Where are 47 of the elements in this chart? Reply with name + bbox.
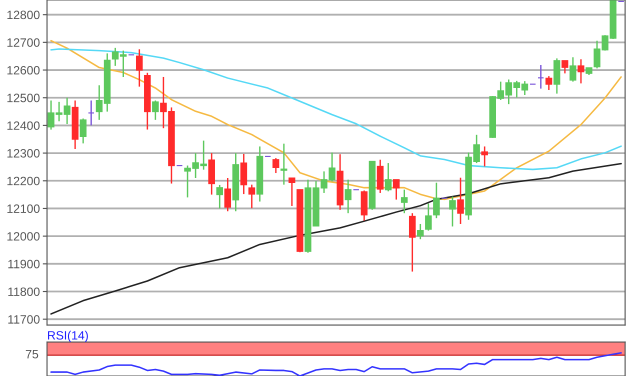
y-tick-label: 11900: [8, 260, 40, 268]
candlestick: [537, 64, 544, 90]
candlestick: [570, 56, 576, 82]
candlestick: [425, 202, 432, 232]
candlestick: [280, 142, 288, 186]
candlestick: [457, 177, 464, 225]
candlestick: [417, 223, 424, 240]
y-tick-label: 12600: [7, 66, 40, 75]
y-tick-label: 12200: [7, 176, 40, 186]
candlestick: [578, 58, 584, 84]
y-tick-label: 11800: [8, 287, 40, 296]
line-series: [50, 162, 622, 315]
candlestick: [449, 196, 456, 228]
y-tick-label: 11700: [8, 315, 40, 324]
candlestick: [88, 100, 95, 126]
candlestick: [392, 178, 400, 200]
candlestick: [554, 58, 560, 94]
y-tick-label: 12300: [7, 149, 40, 158]
y-tick-label: 12500: [7, 94, 40, 102]
candlestick: [481, 146, 488, 168]
y-tick-label: 12700: [7, 38, 40, 47]
candlestick: [562, 60, 568, 74]
candlestick: [216, 184, 224, 210]
band-label: 75: [26, 350, 38, 358]
candlestick: [288, 177, 296, 207]
candlestick: [240, 153, 248, 195]
candlestick: [400, 188, 408, 214]
line-series: [50, 48, 622, 170]
candlestick: [344, 178, 352, 214]
candlestick: [152, 100, 159, 121]
y-tick-label: 12100: [7, 204, 40, 213]
y-tick-label: 12400: [7, 121, 40, 130]
candlestick: [208, 152, 215, 196]
y-tick-label: 12800: [7, 10, 40, 20]
candlestick: [360, 190, 368, 222]
candlestick: [545, 75, 552, 91]
chart-title: RSI(14): [48, 330, 88, 342]
candlestick: [80, 118, 87, 144]
candlestick: [136, 48, 143, 88]
candlestick: [248, 184, 256, 209]
candlestick: [224, 177, 232, 212]
candlestick: [408, 212, 416, 272]
candlestick: [376, 159, 384, 194]
candlestick: [433, 182, 440, 219]
candlestick: [272, 157, 280, 174]
y-tick-label: 12000: [7, 232, 40, 241]
candlestick: [384, 162, 392, 192]
